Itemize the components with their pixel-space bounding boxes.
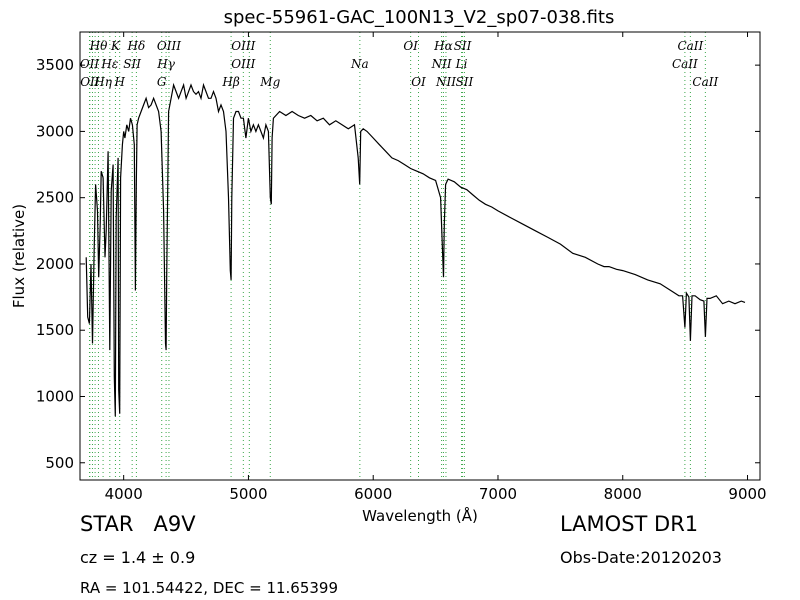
x-tick-label-3: 7000	[479, 485, 517, 503]
line-label-22: SII	[454, 39, 472, 53]
line-label-21: NII	[435, 75, 456, 89]
x-tick-label-2: 6000	[354, 485, 392, 503]
line-label-14: Hβ	[221, 75, 239, 89]
y-tick-label-6: 3500	[36, 56, 74, 74]
line-label-16: Na	[350, 57, 369, 71]
y-tick-label-5: 3000	[36, 122, 74, 140]
line-label-26: CaII	[672, 57, 698, 71]
x-tick-label-4: 8000	[604, 485, 642, 503]
line-label-2: OII	[80, 75, 100, 89]
y-tick-label-4: 2500	[36, 189, 74, 207]
line-label-5: K	[110, 39, 121, 53]
y-tick-label-2: 1500	[36, 321, 74, 339]
line-label-19: Hα	[433, 39, 453, 53]
line-label-6: H	[113, 75, 125, 89]
y-tick-label-0: 500	[45, 454, 74, 472]
x-tick-label-0: 4000	[105, 485, 143, 503]
x-axis-label: Wavelength (Å)	[362, 506, 478, 525]
line-label-7: SII	[123, 57, 141, 71]
line-label-12: OIII	[231, 39, 255, 53]
line-label-20: NII	[431, 57, 452, 71]
line-label-15: Mg	[259, 75, 280, 89]
series-spectrum	[85, 82, 746, 417]
line-label-9: OIII	[157, 39, 181, 53]
y-axis-label: Flux (relative)	[10, 204, 28, 308]
spectral-line-markers	[88, 32, 706, 480]
plot-frame	[79, 31, 761, 481]
line-label-10: Hγ	[156, 57, 175, 71]
x-tick-label-1: 5000	[229, 485, 267, 503]
line-label-17: OI	[403, 39, 418, 53]
line-label-23: Li	[455, 57, 468, 71]
x-tick-label-5: 9000	[728, 485, 766, 503]
line-label-4: Hε	[100, 57, 118, 71]
line-label-1: OII	[80, 57, 100, 71]
chart-title: spec-55961-GAC_100N13_V2_sp07-038.fits	[224, 7, 615, 28]
object-class: STAR A9V	[80, 512, 196, 536]
observation-date: Obs-Date:20120203	[560, 548, 722, 567]
y-tick-label-3: 2000	[36, 255, 74, 273]
x-axis: 4000 5000 6000 7000 8000 9000	[105, 32, 767, 503]
line-label-11: G	[157, 75, 167, 89]
line-label-24: SII	[456, 75, 474, 89]
y-tick-label-1: 1000	[36, 387, 74, 405]
line-label-25: CaII	[677, 39, 703, 53]
line-label-8: Hδ	[127, 39, 146, 53]
y-axis: 500 1000 1500 2000 2500 3000 3500	[36, 56, 760, 472]
line-label-27: CaII	[692, 75, 718, 89]
line-label-3: Hη	[93, 75, 112, 89]
redshift-value: cz = 1.4 ± 0.9	[80, 548, 196, 567]
line-label-0: Hθ	[89, 39, 108, 53]
line-label-13: OIII	[231, 57, 255, 71]
coordinates: RA = 101.54422, DEC = 11.65399	[80, 579, 339, 597]
survey-name: LAMOST DR1	[560, 512, 699, 536]
line-label-18: OI	[411, 75, 426, 89]
